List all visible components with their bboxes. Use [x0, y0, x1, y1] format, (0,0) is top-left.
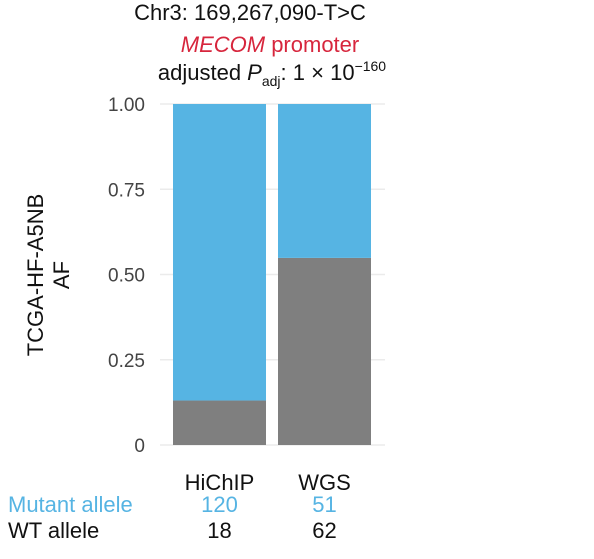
chart-title-line1: Chr3: 169,267,090-T>C: [134, 0, 366, 25]
x-axis-ticks: HiChIP WGS: [185, 470, 351, 495]
allele-row-label: Mutant allele: [8, 492, 133, 517]
y-axis-label-line1: TCGA-HF-A5NB: [23, 194, 48, 357]
pvalue-subscript: adj: [262, 73, 281, 89]
bar-segment: [173, 104, 266, 401]
y-axis-ticks: 0 0.25 0.50 0.75 1.00: [108, 95, 145, 457]
x-tick-label: HiChIP: [185, 470, 255, 495]
allele-row-label: WT allele: [8, 518, 99, 543]
y-tick-label: 0: [134, 436, 145, 457]
allele-count-table: Mutant allele 120 51 WT allele 18 62: [8, 492, 337, 543]
pvalue-value: : 1 × 10: [281, 60, 355, 85]
y-tick-label: 0.50: [108, 266, 145, 287]
bars: [173, 104, 371, 445]
pvalue-exponent: −160: [355, 58, 387, 74]
allele-count: 62: [312, 518, 336, 543]
bar-segment: [173, 400, 266, 445]
allele-count: 120: [201, 492, 238, 517]
allele-count: 18: [207, 518, 231, 543]
chart-pvalue-line: adjusted Padj: 1 × 10−160: [158, 58, 386, 89]
allele-count: 51: [312, 492, 336, 517]
gene-name: MECOM: [181, 32, 266, 57]
x-tick-label: WGS: [298, 470, 351, 495]
y-axis-label-line2: AF: [49, 261, 74, 289]
pvalue-prefix: adjusted: [158, 60, 247, 85]
y-axis-label: TCGA-HF-A5NB AF: [23, 194, 74, 357]
bar-segment: [278, 257, 371, 445]
y-tick-label: 1.00: [108, 95, 145, 116]
y-tick-label: 0.25: [108, 351, 145, 372]
bar-segment: [278, 104, 371, 258]
pvalue-symbol: P: [247, 60, 262, 85]
y-tick-label: 0.75: [108, 180, 145, 201]
chart-title-gene-line: MECOM promoter: [181, 32, 359, 57]
gene-suffix: promoter: [265, 32, 359, 57]
